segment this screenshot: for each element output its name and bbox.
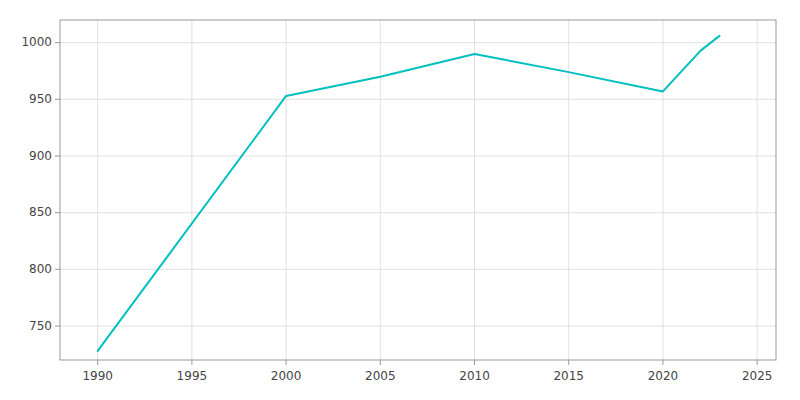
x-tick-label: 2010 (459, 369, 490, 383)
grid (60, 20, 776, 360)
x-tick-label: 2025 (742, 369, 773, 383)
y-tick (55, 99, 60, 100)
x-grid-line (474, 20, 475, 360)
plot-data (98, 36, 720, 351)
x-tick-label: 2005 (365, 369, 396, 383)
y-grid-line (60, 212, 776, 213)
x-tick (380, 360, 381, 365)
x-grid-line (662, 20, 663, 360)
y-tick (55, 156, 60, 157)
axes: 750 800 850 900 950 1000 1990 1995 2000 2005 2010 2… (21, 35, 772, 383)
x-tick-label: 1990 (82, 369, 113, 383)
y-grid-line (60, 269, 776, 270)
x-grid-line (757, 20, 758, 360)
y-tick (55, 212, 60, 213)
x-grid-line (191, 20, 192, 360)
x-tick (662, 360, 663, 365)
y-tick (55, 42, 60, 43)
x-tick (97, 360, 98, 365)
x-tick-label: 2020 (648, 369, 679, 383)
x-tick-label: 2015 (553, 369, 584, 383)
x-grid-line (380, 20, 381, 360)
y-tick-label: 850 (29, 205, 52, 219)
y-tick-label: 750 (29, 319, 52, 333)
x-tick (191, 360, 192, 365)
chart-container: 750 800 850 900 950 1000 1990 1995 2000 2005 2010 2… (0, 0, 800, 400)
x-tick (286, 360, 287, 365)
y-tick (55, 269, 60, 270)
y-grid-line (60, 42, 776, 43)
y-tick (55, 326, 60, 327)
y-tick-label: 900 (29, 149, 52, 163)
x-grid-line (568, 20, 569, 360)
x-tick (568, 360, 569, 365)
plot-frame (60, 20, 776, 360)
x-tick (757, 360, 758, 365)
y-tick-label: 800 (29, 262, 52, 276)
x-grid-line (97, 20, 98, 360)
y-grid-line (60, 99, 776, 100)
x-tick (474, 360, 475, 365)
y-grid-line (60, 156, 776, 157)
population-line (98, 36, 720, 351)
y-grid-line (60, 326, 776, 327)
x-tick-label: 1995 (177, 369, 208, 383)
y-tick-label: 1000 (21, 35, 52, 49)
x-tick-label: 2000 (271, 369, 302, 383)
x-grid-line (286, 20, 287, 360)
chart-svg: 750 800 850 900 950 1000 1990 1995 2000 2005 2010 2… (0, 0, 800, 400)
y-tick-label: 950 (29, 92, 52, 106)
